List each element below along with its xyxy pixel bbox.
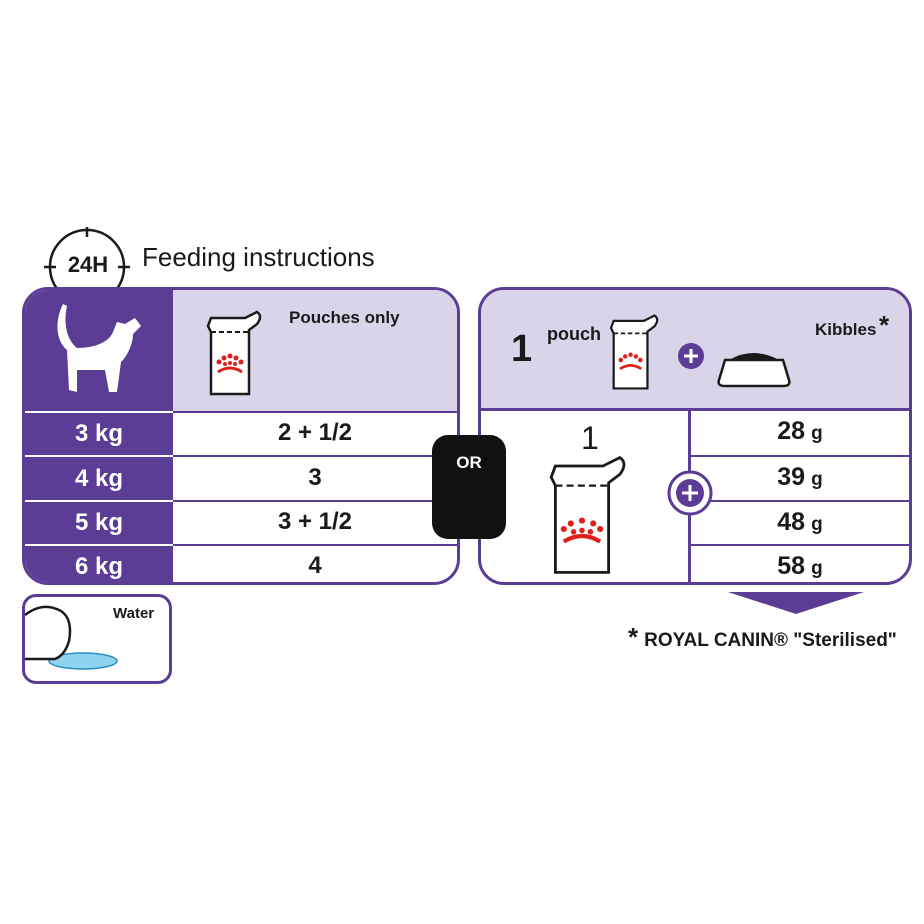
footnote: * ROYAL CANIN® "Sterilised" xyxy=(628,622,897,652)
kibble-amount: 48 g xyxy=(691,500,909,544)
pouch-icon xyxy=(205,308,265,403)
kibble-amount: 28 g xyxy=(777,417,823,445)
bowl-icon xyxy=(713,346,795,395)
pouch-amount: 3 + 1/2 xyxy=(173,500,457,544)
pouches-only-header: Pouches only xyxy=(289,308,400,327)
pouch-label: pouch xyxy=(547,324,601,344)
pouch-amount: 3 xyxy=(173,455,457,500)
weight-label: 3 kg xyxy=(25,411,173,455)
cat-cell xyxy=(25,290,173,411)
pouch-icon xyxy=(547,450,631,582)
weight-label: 6 kg xyxy=(25,544,173,582)
pouch-number: 1 xyxy=(581,420,599,456)
pouch-amount: 2 + 1/2 xyxy=(173,411,457,455)
or-label: OR xyxy=(456,453,482,472)
pouches-only-table: Pouches only 3 kg 4 kg 5 kg 6 kg 2 + 1/2… xyxy=(22,287,460,585)
water-label: Water xyxy=(113,605,155,622)
pouch-icon xyxy=(607,312,663,397)
weight-label: 4 kg xyxy=(25,455,173,500)
page-title: Feeding instructions xyxy=(142,242,375,272)
water-box: Water xyxy=(22,594,172,684)
plus-icon xyxy=(677,342,705,375)
arrow-down-icon xyxy=(728,592,864,619)
plus-icon xyxy=(667,470,713,521)
kibbles-asterisk: * xyxy=(879,310,890,340)
clock-badge: 24H xyxy=(67,252,109,277)
kibble-amount: 58 g xyxy=(691,544,909,582)
weight-label: 5 kg xyxy=(25,500,173,544)
kibble-amount: 39 g xyxy=(691,455,909,500)
water-icon xyxy=(25,605,118,670)
pouch-count: 1 xyxy=(511,328,533,370)
kibbles-label: Kibbles xyxy=(815,320,877,339)
or-badge: OR xyxy=(432,435,506,539)
mixed-feeding-table: 1 pouch Kibbles * 1 28 g 39 g 48 g 58 g xyxy=(478,287,912,585)
cat-icon xyxy=(57,304,141,392)
pouch-amount: 4 xyxy=(173,544,457,582)
